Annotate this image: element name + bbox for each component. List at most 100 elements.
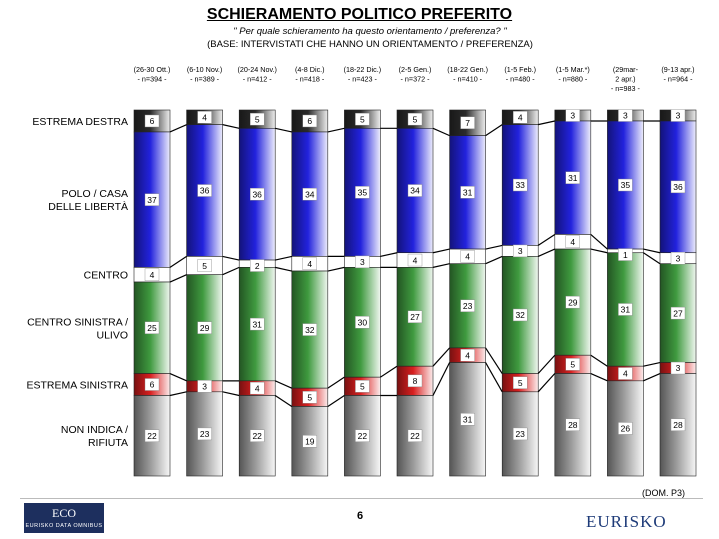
value-label-box xyxy=(197,380,212,393)
category-label: - n=983 - xyxy=(611,84,641,93)
value-label: 4 xyxy=(570,237,575,247)
connector-line xyxy=(275,127,292,133)
value-label-box xyxy=(407,112,423,126)
value-label: 22 xyxy=(252,431,262,441)
connector-line xyxy=(275,255,292,261)
value-label: 26 xyxy=(621,424,631,434)
category-label: - n=418 - xyxy=(295,75,325,84)
value-label-box xyxy=(618,303,633,316)
connector-line xyxy=(169,255,187,268)
connector-line xyxy=(169,372,187,382)
value-label: 29 xyxy=(568,297,578,307)
category-label: (1-5 Feb.) xyxy=(504,65,536,74)
value-label: 31 xyxy=(252,319,262,329)
connector-line xyxy=(537,248,556,257)
value-label-box xyxy=(197,111,212,124)
value-label: 28 xyxy=(568,420,578,430)
value-label: 5 xyxy=(518,378,523,388)
value-label-box xyxy=(249,317,265,331)
value-label: 3 xyxy=(676,363,681,373)
value-label-box xyxy=(355,380,370,393)
value-label: 4 xyxy=(202,113,207,123)
value-label-box xyxy=(302,391,317,404)
source-code: (DOM. P3) xyxy=(642,488,686,498)
value-label-box xyxy=(407,374,423,388)
value-label-box xyxy=(565,171,580,184)
value-label-box xyxy=(302,187,317,201)
value-label-box xyxy=(670,109,686,122)
value-label: 31 xyxy=(621,305,631,315)
value-label-box xyxy=(513,308,528,322)
connector-line xyxy=(380,365,398,378)
value-label: 6 xyxy=(307,116,312,126)
value-label: 4 xyxy=(307,259,312,269)
value-label: 23 xyxy=(515,429,525,439)
category-label: - n=389 - xyxy=(190,75,220,84)
value-label: 6 xyxy=(150,380,155,390)
value-label: 32 xyxy=(305,325,315,335)
category-label: - n=372 - xyxy=(401,75,431,84)
value-label: 5 xyxy=(202,261,207,271)
value-label: 7 xyxy=(465,118,470,128)
series-label: CENTRO SINISTRA / xyxy=(27,316,128,328)
value-label-box xyxy=(460,413,475,426)
value-label: 5 xyxy=(307,393,312,403)
value-label-box xyxy=(513,376,528,389)
value-label: 4 xyxy=(518,113,523,123)
category-label: - n=480 - xyxy=(506,75,536,84)
value-label-box xyxy=(407,429,423,442)
value-label-box xyxy=(565,235,580,248)
category-label: (18-22 Gen.) xyxy=(447,65,488,74)
value-label: 6 xyxy=(150,116,155,126)
value-label: 36 xyxy=(252,189,262,199)
value-label: 31 xyxy=(568,173,578,183)
connector-line xyxy=(643,372,661,382)
connector-line xyxy=(485,244,503,250)
connector-line xyxy=(169,274,187,283)
connector-line xyxy=(537,233,556,246)
connector-line xyxy=(432,127,450,137)
value-label: 37 xyxy=(147,195,157,205)
value-label-box xyxy=(144,193,160,206)
value-label: 33 xyxy=(515,180,525,190)
value-label: 34 xyxy=(305,189,315,199)
category-label: - n=880 - xyxy=(558,75,588,84)
eco-logo-text: EURISKO DATA OMNIBUS xyxy=(25,523,103,529)
value-label-box xyxy=(144,429,160,442)
value-label-box xyxy=(302,323,317,336)
connector-line xyxy=(538,120,555,126)
value-label: 36 xyxy=(200,186,210,196)
value-label: 2 xyxy=(255,261,260,271)
value-label-box xyxy=(618,109,633,122)
value-label: 4 xyxy=(465,350,470,360)
category-label: (2-5 Gen.) xyxy=(399,65,432,74)
value-label-box xyxy=(249,381,265,395)
value-label: 36 xyxy=(673,182,683,192)
series-label: CENTRO xyxy=(84,270,128,282)
category-label: (1-5 Mar.*) xyxy=(556,65,590,74)
base-note: (BASE: INTERVISTATI CHE HANNO UN ORIENTA… xyxy=(207,39,533,50)
page-number: 6 xyxy=(356,510,364,522)
value-label-box xyxy=(249,259,265,272)
eco-logo: ECO EURISKO DATA OMNIBUS xyxy=(24,503,104,533)
value-label: 22 xyxy=(358,431,368,441)
value-label: 5 xyxy=(255,114,260,124)
value-label-box xyxy=(513,244,528,258)
eco-logo-mark: ECO xyxy=(52,506,76,520)
value-label-box xyxy=(355,429,370,442)
stacked-bar-chart: (26-30 Ott.)- n=394 - (6-10 Nov.)- n=389 … xyxy=(26,65,697,477)
value-label-box xyxy=(460,349,475,362)
value-label: 31 xyxy=(463,188,473,198)
category-label: (26-30 Ott.) xyxy=(134,65,171,74)
value-label: 19 xyxy=(305,436,315,446)
connector-line xyxy=(590,233,608,250)
value-label-box xyxy=(144,114,160,128)
value-label-box xyxy=(618,422,633,435)
value-label: 5 xyxy=(570,360,575,370)
value-label-box xyxy=(249,187,265,201)
value-label: 31 xyxy=(463,414,473,424)
value-label-box xyxy=(197,259,212,272)
category-label: - n=412 - xyxy=(243,75,273,84)
value-label-box xyxy=(355,112,370,126)
value-label: 5 xyxy=(360,382,365,392)
